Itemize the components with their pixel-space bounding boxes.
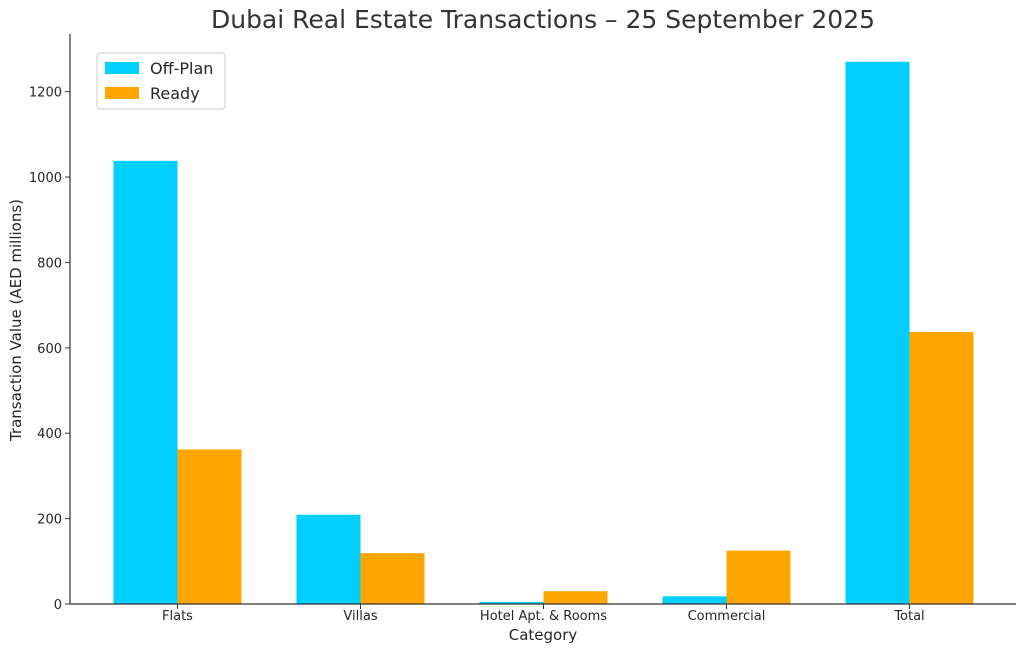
plot-area [113, 61, 974, 604]
bar-off-plan-0 [113, 160, 178, 604]
x-tick-label: Villas [343, 609, 377, 624]
x-axis-ticks: Flats Villas Hotel Apt. & Rooms Commercial T… [162, 604, 925, 624]
x-tick-label: Flats [162, 609, 193, 624]
y-axis-ticks: 0 200 400 600 800 1000 1200 [29, 86, 70, 613]
bar-off-plan-3 [662, 596, 727, 604]
x-tick-label: Commercial [688, 609, 766, 624]
legend-swatch-off-plan [105, 62, 139, 74]
bar-ready-0 [177, 449, 242, 604]
y-tick-label: 0 [54, 598, 62, 613]
y-tick-label: 200 [37, 513, 62, 528]
legend-swatch-ready [105, 87, 139, 99]
chart-title: Dubai Real Estate Transactions – 25 Sept… [211, 5, 875, 34]
bar-off-plan-4 [845, 61, 910, 604]
bar-ready-4 [909, 332, 974, 604]
bar-ready-3 [726, 550, 791, 604]
y-tick-label: 1200 [29, 86, 62, 101]
y-tick-label: 1000 [29, 171, 62, 186]
bar-off-plan-1 [296, 514, 361, 604]
x-axis-label: Category [509, 626, 578, 644]
y-tick-label: 400 [37, 427, 62, 442]
x-tick-label: Hotel Apt. & Rooms [480, 609, 607, 624]
x-tick-label: Total [893, 609, 924, 624]
y-tick-label: 800 [37, 256, 62, 271]
bar-ready-1 [360, 553, 425, 604]
y-axis-label: Transaction Value (AED millions) [7, 199, 25, 442]
legend: Off-Plan Ready [96, 52, 226, 110]
legend-label-ready: Ready [150, 84, 200, 103]
y-tick-label: 600 [37, 342, 62, 357]
bar-off-plan-2 [479, 601, 544, 604]
legend-label-off-plan: Off-Plan [150, 59, 213, 78]
bar-ready-2 [543, 591, 608, 604]
